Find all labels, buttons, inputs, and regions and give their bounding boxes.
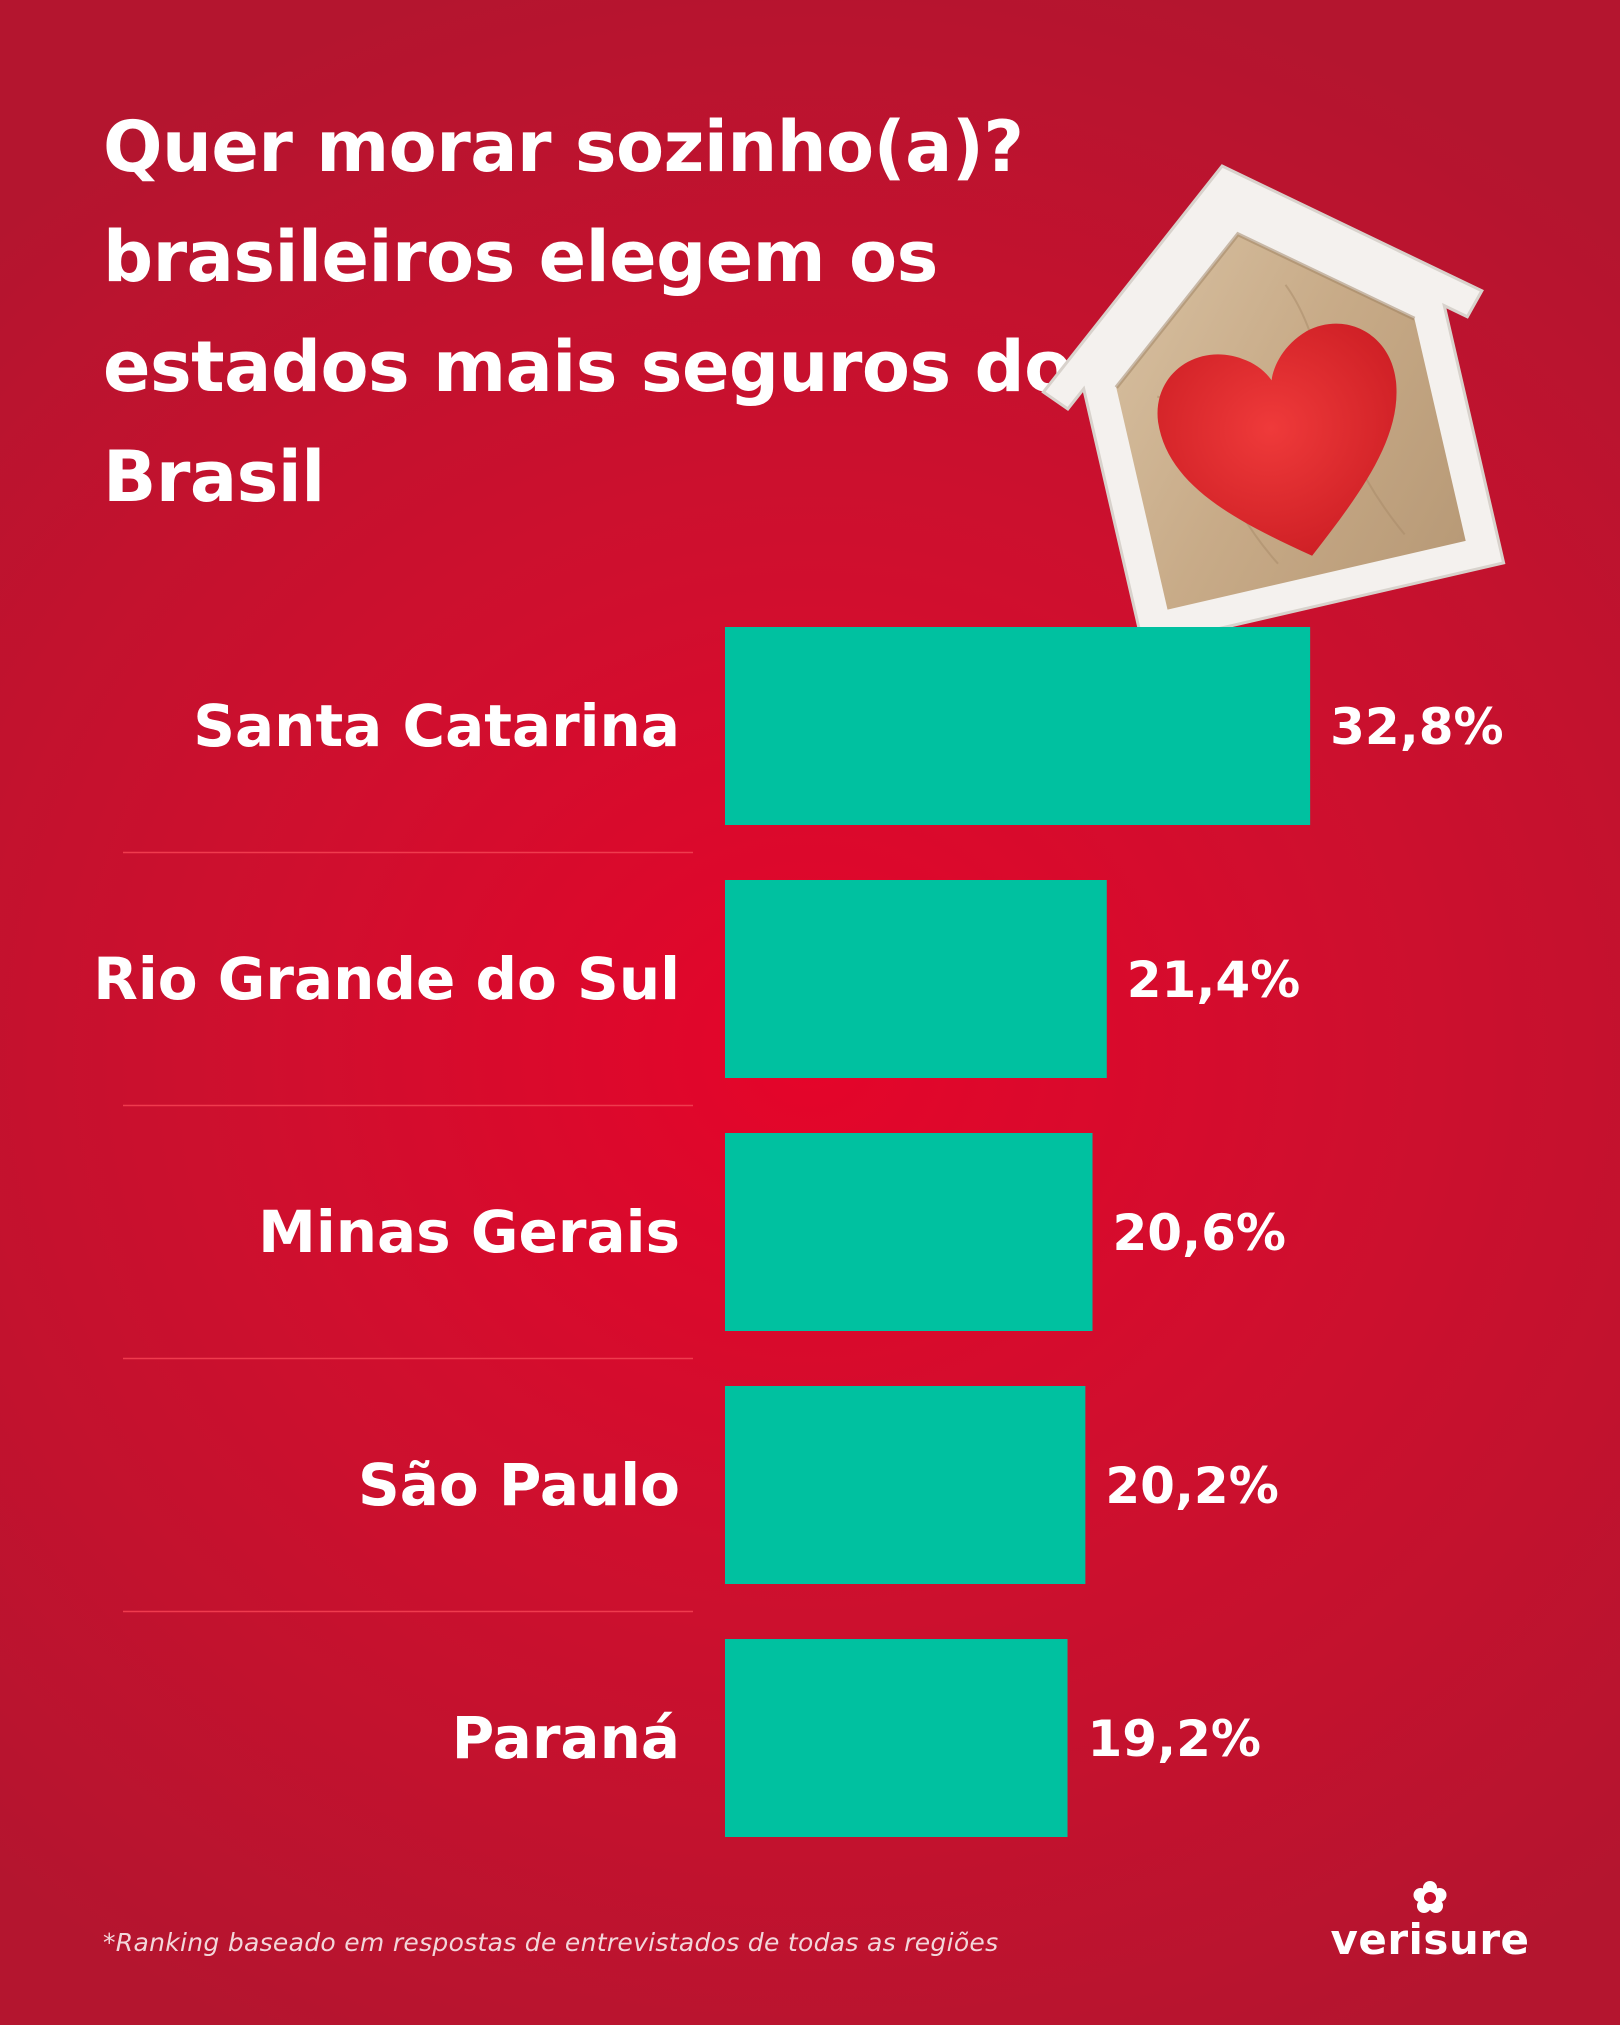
bar-3	[725, 1386, 1086, 1584]
house-heart-illustration	[1041, 164, 1506, 648]
category-label: Paraná	[452, 1704, 680, 1772]
value-label: 32,8%	[1330, 698, 1503, 756]
value-label: 20,6%	[1113, 1204, 1286, 1262]
bar-2	[725, 1133, 1093, 1331]
category-label: Minas Gerais	[258, 1198, 680, 1266]
category-label: Rio Grande do Sul	[93, 945, 680, 1013]
value-label: 21,4%	[1127, 951, 1300, 1009]
value-label: 20,2%	[1105, 1457, 1278, 1515]
bar-0	[725, 627, 1311, 825]
page-title: Quer morar sozinho(a)? brasileiros elege…	[103, 106, 1072, 518]
bar-4	[725, 1639, 1068, 1837]
value-label: 19,2%	[1088, 1710, 1261, 1768]
verisure-logo-icon	[1413, 1881, 1447, 1913]
category-label: São Paulo	[358, 1451, 680, 1519]
footnote: *Ranking baseado em respostas de entrevi…	[103, 1928, 999, 1957]
bar-1	[725, 880, 1107, 1078]
brand-name: verisure	[1330, 1915, 1530, 1964]
category-label: Santa Catarina	[193, 692, 680, 760]
